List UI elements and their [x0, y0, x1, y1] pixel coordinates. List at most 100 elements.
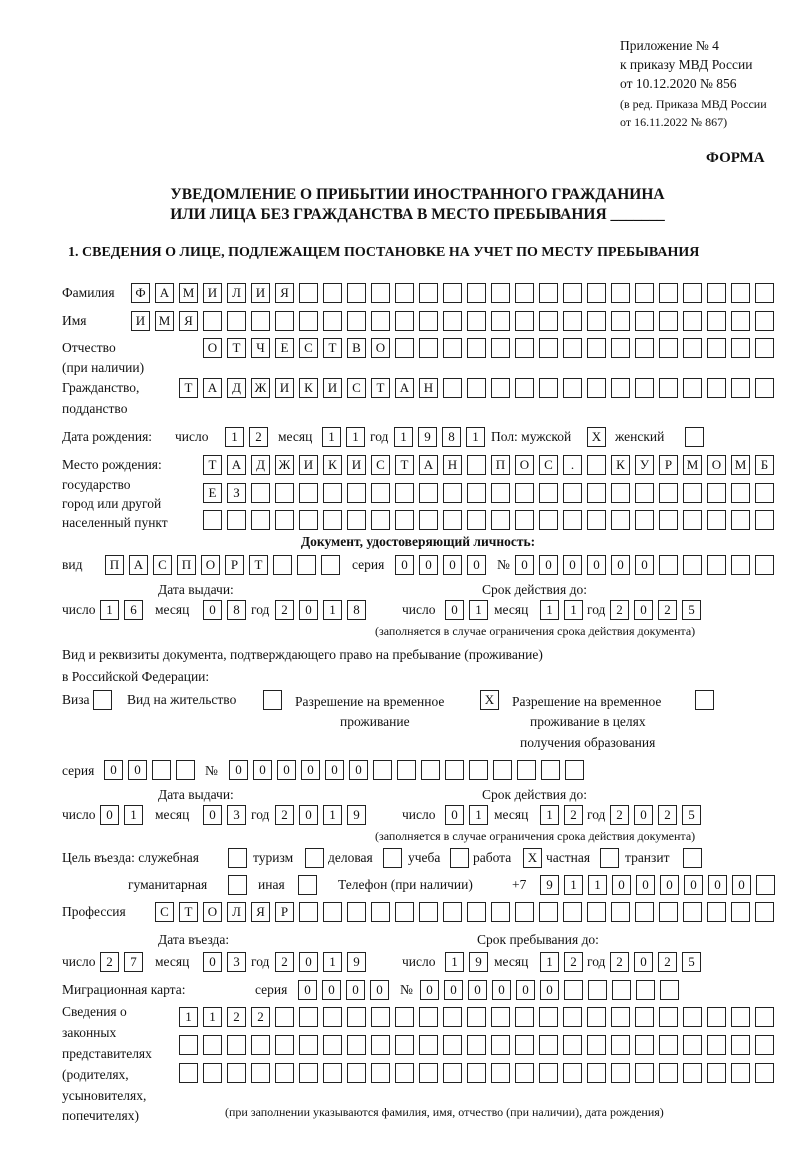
- reps-row2-cell[interactable]: [491, 1035, 510, 1055]
- reps-row2-cell[interactable]: [707, 1035, 726, 1055]
- id-series-cell[interactable]: 0: [419, 555, 438, 575]
- reps-row3-cell[interactable]: [299, 1063, 318, 1083]
- birthplace-row1-cell[interactable]: Т: [395, 455, 414, 475]
- rd-issue-year-cell[interactable]: 2: [275, 805, 294, 825]
- birthplace-row2-cell[interactable]: [587, 483, 606, 503]
- birthplace-row1-cell[interactable]: Т: [203, 455, 222, 475]
- birthplace-row3-cell[interactable]: [587, 510, 606, 530]
- birthplace-row3-cell[interactable]: [515, 510, 534, 530]
- name-cell[interactable]: [275, 311, 294, 331]
- profession-cell[interactable]: [683, 902, 702, 922]
- birth-year-cell[interactable]: 1: [394, 427, 413, 447]
- profession-cell[interactable]: [395, 902, 414, 922]
- profession-cell[interactable]: Т: [179, 902, 198, 922]
- rd-number-cell[interactable]: [421, 760, 440, 780]
- rd-number-cell[interactable]: 0: [229, 760, 248, 780]
- birthplace-row2-cell[interactable]: [491, 483, 510, 503]
- reps-row3-cell[interactable]: [251, 1063, 270, 1083]
- citizenship-cell[interactable]: [755, 378, 774, 398]
- stay-day-cell[interactable]: 1: [445, 952, 464, 972]
- reps-row2-cell[interactable]: [275, 1035, 294, 1055]
- birth-year-cell[interactable]: 9: [418, 427, 437, 447]
- entry-year-cell[interactable]: 9: [347, 952, 366, 972]
- surname-cell[interactable]: [683, 283, 702, 303]
- reps-row2-cell[interactable]: [659, 1035, 678, 1055]
- patronymic-cell[interactable]: В: [347, 338, 366, 358]
- citizenship-cell[interactable]: А: [395, 378, 414, 398]
- reps-row1-cell[interactable]: [515, 1007, 534, 1027]
- citizenship-cell[interactable]: [539, 378, 558, 398]
- name-cell[interactable]: [251, 311, 270, 331]
- rd-number-cell[interactable]: 0: [349, 760, 368, 780]
- name-cell[interactable]: [635, 311, 654, 331]
- surname-cell[interactable]: А: [155, 283, 174, 303]
- surname-cell[interactable]: Ф: [131, 283, 150, 303]
- birth-day-cell[interactable]: 1: [225, 427, 244, 447]
- purpose-business-checkbox[interactable]: [383, 848, 402, 868]
- profession-cell[interactable]: [371, 902, 390, 922]
- mc-number-cell[interactable]: 0: [444, 980, 463, 1000]
- name-cell[interactable]: [203, 311, 222, 331]
- name-cell[interactable]: [539, 311, 558, 331]
- mc-series-cell[interactable]: 0: [370, 980, 389, 1000]
- purpose-other-checkbox[interactable]: [298, 875, 317, 895]
- birthplace-row1-cell[interactable]: П: [491, 455, 510, 475]
- rd-number-cell[interactable]: [565, 760, 584, 780]
- id-kind-cell[interactable]: П: [177, 555, 196, 575]
- patronymic-cell[interactable]: [395, 338, 414, 358]
- reps-row1-cell[interactable]: [635, 1007, 654, 1027]
- birthplace-row1-cell[interactable]: А: [419, 455, 438, 475]
- reps-row1-cell[interactable]: 1: [179, 1007, 198, 1027]
- reps-row1-cell[interactable]: [323, 1007, 342, 1027]
- id-kind-cell[interactable]: О: [201, 555, 220, 575]
- patronymic-cell[interactable]: О: [371, 338, 390, 358]
- surname-cell[interactable]: Л: [227, 283, 246, 303]
- rd-issue-month-cell[interactable]: 0: [203, 805, 222, 825]
- citizenship-cell[interactable]: И: [323, 378, 342, 398]
- profession-cell[interactable]: [419, 902, 438, 922]
- purpose-tourism-checkbox[interactable]: [305, 848, 324, 868]
- stay-day-cell[interactable]: 9: [469, 952, 488, 972]
- birthplace-row1-cell[interactable]: .: [563, 455, 582, 475]
- rd-valid-day-cell[interactable]: 1: [469, 805, 488, 825]
- reps-row3-cell[interactable]: [395, 1063, 414, 1083]
- id-number-cell[interactable]: 0: [515, 555, 534, 575]
- birthplace-row1-cell[interactable]: Н: [443, 455, 462, 475]
- purpose-transit-checkbox[interactable]: [683, 848, 702, 868]
- surname-cell[interactable]: [659, 283, 678, 303]
- birthplace-row1-cell[interactable]: М: [683, 455, 702, 475]
- reps-row1-cell[interactable]: [371, 1007, 390, 1027]
- birthplace-row3-cell[interactable]: [395, 510, 414, 530]
- id-issue-year-cell[interactable]: 0: [299, 600, 318, 620]
- birthplace-row1-cell[interactable]: М: [731, 455, 750, 475]
- reps-row3-cell[interactable]: [275, 1063, 294, 1083]
- birthplace-row2-cell[interactable]: [755, 483, 774, 503]
- birthplace-row1-cell[interactable]: О: [707, 455, 726, 475]
- birthplace-row1-cell[interactable]: [587, 455, 606, 475]
- rd-number-cell[interactable]: [469, 760, 488, 780]
- id-issue-day-cell[interactable]: 1: [100, 600, 119, 620]
- reps-row3-cell[interactable]: [203, 1063, 222, 1083]
- reps-row1-cell[interactable]: [539, 1007, 558, 1027]
- birthplace-row3-cell[interactable]: [203, 510, 222, 530]
- name-cell[interactable]: [731, 311, 750, 331]
- surname-cell[interactable]: [515, 283, 534, 303]
- id-valid-month-cell[interactable]: 1: [564, 600, 583, 620]
- entry-year-cell[interactable]: 1: [323, 952, 342, 972]
- rd-valid-year-cell[interactable]: 2: [658, 805, 677, 825]
- mc-number-cell[interactable]: [612, 980, 631, 1000]
- birthplace-row3-cell[interactable]: [539, 510, 558, 530]
- profession-cell[interactable]: [323, 902, 342, 922]
- citizenship-cell[interactable]: Ж: [251, 378, 270, 398]
- reps-row1-cell[interactable]: 2: [251, 1007, 270, 1027]
- citizenship-cell[interactable]: Н: [419, 378, 438, 398]
- birthplace-row2-cell[interactable]: [443, 483, 462, 503]
- birthplace-row2-cell[interactable]: [683, 483, 702, 503]
- citizenship-cell[interactable]: [731, 378, 750, 398]
- surname-cell[interactable]: [299, 283, 318, 303]
- purpose-study-checkbox[interactable]: [450, 848, 469, 868]
- birthplace-row3-cell[interactable]: [563, 510, 582, 530]
- rd-number-cell[interactable]: 0: [325, 760, 344, 780]
- citizenship-cell[interactable]: [683, 378, 702, 398]
- reps-row3-cell[interactable]: [539, 1063, 558, 1083]
